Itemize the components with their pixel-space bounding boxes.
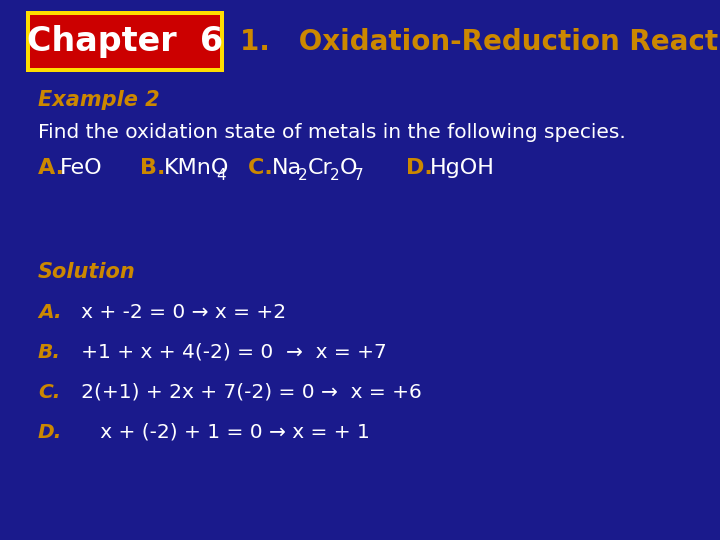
Text: C.: C. — [248, 158, 281, 178]
Text: C.: C. — [38, 382, 60, 402]
Text: D.: D. — [406, 158, 441, 178]
Text: Chapter  6: Chapter 6 — [27, 25, 223, 58]
Text: B.: B. — [38, 342, 61, 361]
Text: 2: 2 — [298, 167, 307, 183]
Text: Example 2: Example 2 — [38, 90, 160, 110]
Text: D.: D. — [38, 422, 63, 442]
Text: A.: A. — [38, 302, 62, 321]
Text: x + -2 = 0 → x = +2: x + -2 = 0 → x = +2 — [62, 302, 286, 321]
Text: A.: A. — [38, 158, 72, 178]
Text: Na: Na — [272, 158, 302, 178]
Text: 4: 4 — [216, 167, 225, 183]
FancyBboxPatch shape — [30, 15, 220, 68]
Text: +1 + x + 4(-2) = 0  →  x = +7: +1 + x + 4(-2) = 0 → x = +7 — [62, 342, 387, 361]
Text: 7: 7 — [354, 167, 364, 183]
Text: Cr: Cr — [308, 158, 333, 178]
Text: O: O — [340, 158, 358, 178]
Text: 1.   Oxidation-Reduction Reactions: 1. Oxidation-Reduction Reactions — [240, 28, 720, 56]
Text: B.: B. — [140, 158, 173, 178]
Text: KMnO: KMnO — [164, 158, 230, 178]
Text: FeO: FeO — [60, 158, 103, 178]
Text: HgOH: HgOH — [430, 158, 495, 178]
Text: Solution: Solution — [38, 262, 136, 282]
Text: 2: 2 — [330, 167, 340, 183]
Text: 2(+1) + 2x + 7(-2) = 0 →  x = +6: 2(+1) + 2x + 7(-2) = 0 → x = +6 — [62, 382, 422, 402]
FancyBboxPatch shape — [26, 11, 224, 72]
Text: x + (-2) + 1 = 0 → x = + 1: x + (-2) + 1 = 0 → x = + 1 — [62, 422, 370, 442]
Text: Find the oxidation state of metals in the following species.: Find the oxidation state of metals in th… — [38, 124, 626, 143]
